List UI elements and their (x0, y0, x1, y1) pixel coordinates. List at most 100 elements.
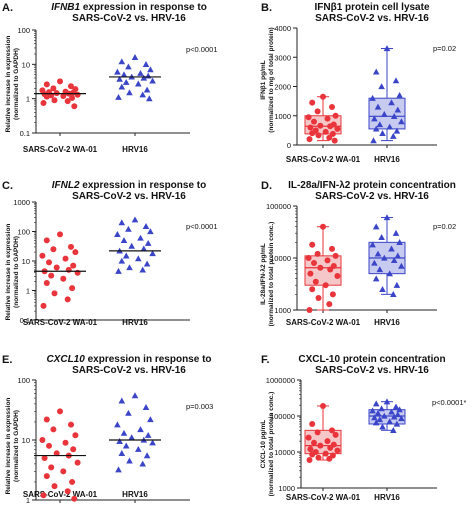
data-point-hrv (369, 241, 376, 248)
data-point-covid (43, 473, 50, 480)
data-point-hrv (398, 415, 405, 422)
data-point-covid (320, 402, 326, 409)
data-point-covid (50, 426, 57, 433)
data-point-covid (305, 114, 312, 121)
data-point-hrv (393, 281, 401, 288)
data-point-covid (307, 446, 314, 453)
x-tick-label: SARS-CoV-2 WA-01 (286, 318, 361, 327)
chart-plot-b: 0 1000 2000 3000 4000 SARS-CoV-2 WA-01 HRV16 (274, 24, 437, 164)
data-point-covid (309, 286, 316, 293)
data-point-covid (309, 451, 316, 458)
y-tick-label: 1000000 (266, 376, 295, 385)
y-tick-label: 10 (22, 257, 30, 266)
data-point-hrv (149, 250, 156, 257)
data-point-hrv (120, 429, 128, 436)
data-point-covid (64, 98, 71, 105)
data-point-covid (46, 259, 52, 266)
data-point-hrv (146, 95, 153, 102)
data-point-covid (305, 434, 312, 441)
data-point-covid (334, 447, 341, 454)
data-point-hrv (114, 421, 121, 428)
y-tick-label: 10000 (270, 254, 291, 263)
data-point-covid (62, 439, 69, 446)
data-point-covid (57, 231, 63, 238)
data-point-hrv (140, 245, 148, 252)
data-point-covid (48, 464, 55, 471)
data-point-hrv (131, 54, 139, 60)
p-value: p<0.0001* (432, 398, 466, 407)
title-line-2: SARS-CoV-2 vs. HRV-16 (315, 365, 429, 376)
data-point-covid (69, 478, 76, 485)
data-point-covid (311, 260, 317, 267)
data-point-hrv (372, 223, 380, 230)
data-point-covid (51, 290, 58, 297)
data-point-hrv (383, 398, 391, 405)
data-point-hrv (372, 419, 380, 426)
title-text: expression in response to (80, 2, 207, 13)
chart-plot-f: 1000 10000 100000 1000000 SARS-CoV-2 WA-01 HR… (266, 376, 437, 502)
data-point-hrv (370, 137, 377, 144)
data-point-hrv (137, 234, 144, 241)
data-point-hrv (126, 264, 133, 271)
data-point-covid (332, 112, 339, 119)
y-tick-label: 1000 (278, 484, 295, 493)
data-point-covid (70, 446, 77, 453)
data-point-covid (69, 94, 76, 101)
data-point-hrv (147, 416, 154, 423)
data-point-hrv (379, 130, 386, 136)
data-point-covid (64, 296, 71, 303)
y-tick-label: 1000 (13, 198, 30, 207)
chart-plot-d: 1000 10000 100000 SARS-CoV-2 WA-01 HRV16 (266, 202, 437, 327)
data-point-covid (307, 124, 314, 131)
y-tick-label: 4000 (274, 24, 291, 33)
data-point-covid (305, 255, 312, 261)
data-point-covid (41, 455, 48, 462)
x-tick-label: SARS-CoV-2 WA-01 (286, 493, 361, 502)
data-point-covid (326, 301, 333, 308)
data-point-covid (322, 128, 329, 135)
data-point-hrv (372, 68, 380, 75)
data-point-hrv (396, 239, 403, 245)
data-point-hrv (139, 266, 146, 273)
data-point-covid (314, 108, 321, 115)
data-point-hrv (374, 409, 382, 416)
data-point-covid (51, 483, 58, 490)
y-tick-label: 100 (17, 376, 30, 385)
gene-name: IFNL2 (51, 180, 80, 191)
title-text: IFNβ1 protein cell lysate (314, 2, 430, 13)
data-point-covid (70, 262, 77, 269)
x-tick-label: SARS-CoV-2 WA-01 (23, 490, 98, 499)
data-point-hrv (396, 406, 403, 413)
data-point-hrv (398, 118, 405, 125)
data-point-covid (317, 442, 324, 449)
data-point-hrv (140, 74, 148, 81)
y-tick-label: 1 (26, 95, 30, 104)
data-point-covid (306, 307, 313, 313)
data-point-hrv (390, 132, 397, 139)
y-tick-label: 1 (26, 496, 30, 505)
panel-f: F. CXCL-10 protein concentration SARS-Co… (237, 340, 474, 508)
data-point-covid (53, 264, 60, 271)
chart-plot-e: 1 10 100 SARS-CoV-2 WA-01 HRV16 (17, 376, 190, 505)
data-point-hrv (381, 254, 388, 261)
data-point-covid (72, 432, 79, 439)
p-value: p<0.0001 (186, 222, 218, 231)
title-line-2: SARS-CoV-2 vs. HRV-16 (315, 13, 429, 24)
x-tick-label: HRV16 (374, 318, 400, 327)
data-point-covid (324, 115, 331, 122)
data-point-covid (43, 416, 50, 423)
data-point-hrv (390, 413, 398, 420)
y-tick-label: 10 (22, 60, 30, 69)
data-point-hrv (394, 411, 402, 418)
data-point-hrv (390, 257, 398, 264)
data-point-hrv (128, 242, 135, 249)
y-tick-label: 1000 (274, 112, 291, 121)
data-point-hrv (381, 412, 388, 419)
data-point-covid (329, 130, 336, 137)
data-point-hrv (120, 71, 128, 78)
data-point-hrv (369, 94, 376, 101)
title-line-2: SARS-CoV-2 vs. HRV-16 (72, 13, 186, 24)
p-value: p<0.0001 (186, 45, 218, 54)
data-point-covid (322, 282, 329, 289)
data-point-hrv (393, 127, 401, 134)
